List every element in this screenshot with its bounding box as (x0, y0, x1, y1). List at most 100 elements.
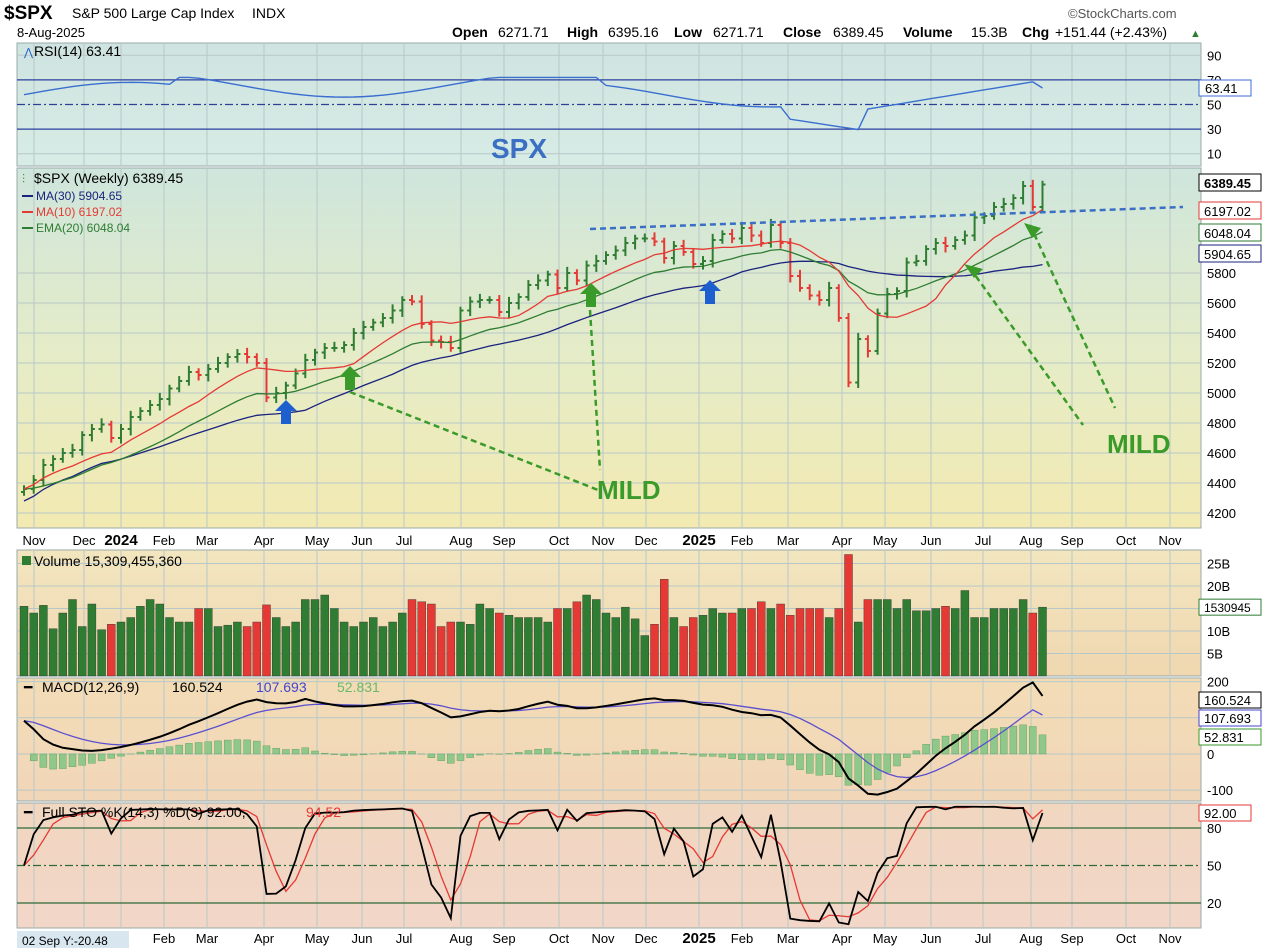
macd-histogram-bar (59, 753, 67, 769)
month-tick-label: Dec (634, 533, 658, 548)
macd-histogram-bar (1029, 726, 1037, 755)
macd-histogram-bar (854, 753, 862, 785)
month-tick-label: Sep (492, 533, 515, 548)
chg-value: +151.44 (+2.43%) (1055, 24, 1167, 40)
volume-bar (786, 615, 795, 677)
volume-bar (689, 617, 698, 677)
volume-bar (97, 629, 106, 677)
macd-histogram-bar (78, 753, 86, 766)
mild-pointer-line (968, 267, 1085, 426)
volume-bar (427, 603, 436, 677)
volume-bar (737, 608, 746, 677)
macd-histogram-bar (631, 749, 639, 755)
macd-tick-label: -100 (1207, 783, 1233, 798)
macd-histogram-bar (107, 753, 116, 759)
macd-histogram-bar (796, 753, 804, 770)
month-tick-label: Jun (921, 533, 942, 548)
volume-bar (960, 590, 970, 677)
macd-tick-label: 0 (1207, 747, 1214, 762)
ma10-line (23, 209, 1043, 490)
macd-histogram-bar (776, 753, 785, 760)
volume-bar (378, 626, 388, 677)
volume-bar (1009, 608, 1018, 677)
volume-bar (553, 608, 562, 677)
macd-histogram-bar (243, 739, 251, 755)
volume-bar (873, 599, 882, 677)
price-value-label: 6197.02 (1204, 204, 1251, 219)
volume-bar (863, 599, 873, 677)
macd-histogram-bar (641, 749, 649, 755)
macd-histogram-bar (602, 752, 610, 755)
volume-bar (970, 617, 979, 677)
volume-bar (757, 601, 766, 677)
bottom-month-tick-label: Nov (591, 931, 615, 946)
macd-histogram-bar (757, 753, 765, 761)
volume-bar (698, 615, 708, 677)
bottom-month-tick-label: Apr (254, 931, 275, 946)
rsi-tick-label: 50 (1207, 98, 1221, 113)
price-title: $SPX (Weekly) 6389.45 (34, 170, 183, 186)
price-tick-label: 5200 (1207, 356, 1236, 371)
macd-series (23, 681, 1047, 796)
volume-bar (223, 624, 232, 677)
volume-bar (417, 601, 426, 677)
source-credit: ©StockCharts.com (1068, 6, 1177, 21)
macd-histogram-bar (476, 753, 484, 756)
volume-bar (718, 612, 727, 677)
volume-bar (301, 599, 310, 677)
macd-histogram-bar (883, 753, 891, 773)
price-tick-label: 4200 (1207, 506, 1236, 521)
macd-histogram-bar (49, 753, 57, 770)
bottom-month-tick-label: Sep (1060, 931, 1083, 946)
mild-pointer-line (1028, 224, 1117, 409)
volume-bar (330, 608, 339, 677)
volume-bar (194, 608, 203, 677)
bottom-month-tick-label: 2025 (682, 930, 715, 947)
volume-bar (727, 612, 737, 677)
price-value-tag (1198, 201, 1262, 220)
volume-bar (679, 626, 688, 677)
volume-bar (902, 599, 911, 677)
high-label: High (567, 24, 598, 40)
volume-bar (242, 626, 252, 677)
volume-bar (989, 608, 999, 677)
axis-labels: Nov Dec 2024 Feb Mar Apr May Jun Jul Aug Sep Oct Nov… (22, 48, 1262, 947)
macd-histogram-bar (835, 753, 843, 777)
volume-bar (931, 608, 940, 677)
volume-tick-label: 5B (1207, 647, 1223, 662)
macd-histogram-bar (117, 753, 125, 757)
macd-value-tag (1198, 709, 1262, 727)
macd-histogram-bar (97, 753, 106, 762)
volume-bar (48, 628, 58, 677)
bottom-month-tick-label: Dec (634, 931, 658, 946)
sto-value-tag (1198, 804, 1252, 822)
month-tick-label: Nov (1158, 533, 1182, 548)
macd-v3: 52.831 (337, 679, 380, 695)
macd-histogram-bar (214, 740, 222, 755)
bottom-month-tick-label: Jun (921, 931, 942, 946)
volume-icon (22, 556, 31, 565)
blue-arrow-up-icon (275, 400, 297, 424)
macd-histogram-bar (282, 749, 290, 755)
price-tick-label: 5400 (1207, 326, 1236, 341)
macd-histogram-bar (747, 753, 756, 760)
volume-bar (262, 604, 271, 677)
macd-histogram-bar (650, 749, 659, 755)
macd-histogram-bar (165, 746, 174, 755)
month-tick-label: 2024 (104, 532, 138, 549)
volume-bar (854, 621, 863, 677)
volume-bar (611, 617, 620, 677)
month-tick-label: Jun (352, 533, 373, 548)
volume-bar (281, 626, 291, 677)
rsi-series (23, 76, 1043, 131)
volume-bar (126, 617, 135, 677)
macd-histogram-bar (447, 753, 455, 764)
volume-bar (844, 554, 853, 677)
volume-bar (87, 603, 97, 677)
month-tick-label: Dec (72, 533, 96, 548)
volume-tick-label: 20B (1207, 579, 1230, 594)
volume-bar (660, 579, 669, 677)
month-tick-label: Jul (396, 533, 413, 548)
macd-histogram-bar (922, 744, 930, 755)
macd-histogram-bar (68, 753, 77, 767)
